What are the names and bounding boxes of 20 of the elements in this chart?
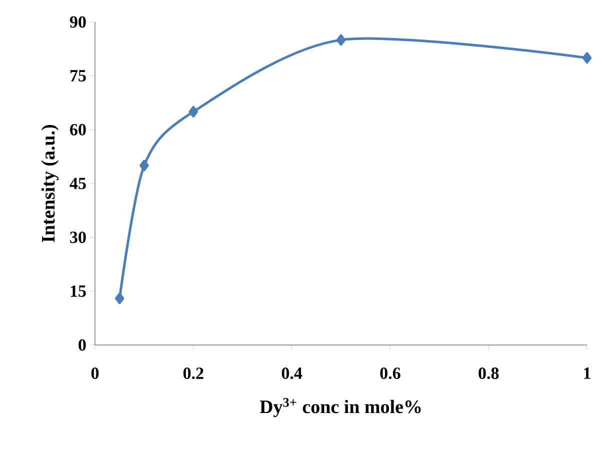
y-tick-label: 90	[70, 16, 86, 28]
x-tick-label: 0.8	[478, 368, 499, 380]
x-tick-label: 0.4	[282, 368, 302, 380]
x-tick-label: 1	[584, 368, 590, 379]
point	[114, 292, 124, 304]
point	[582, 52, 592, 64]
y-tick-label: 75	[70, 70, 86, 82]
y-tick-label: 45	[70, 178, 86, 190]
y-axis-title: Intensity (a.u.)	[41, 124, 59, 242]
point	[188, 106, 198, 118]
y-tick-label: 60	[70, 124, 86, 136]
y-tick-label: 0	[78, 339, 86, 351]
x-axis-title: Dy$^{3+}$ conc in mole%	[260, 398, 421, 418]
x-tick-label: 0.6	[380, 368, 400, 380]
y-tick-label: 15	[70, 285, 86, 297]
point	[336, 34, 346, 46]
y-tick-label: 30	[70, 232, 86, 244]
x-tick-label: 0	[91, 368, 99, 380]
x-tick-label: 0.2	[183, 368, 204, 380]
point	[140, 160, 149, 172]
